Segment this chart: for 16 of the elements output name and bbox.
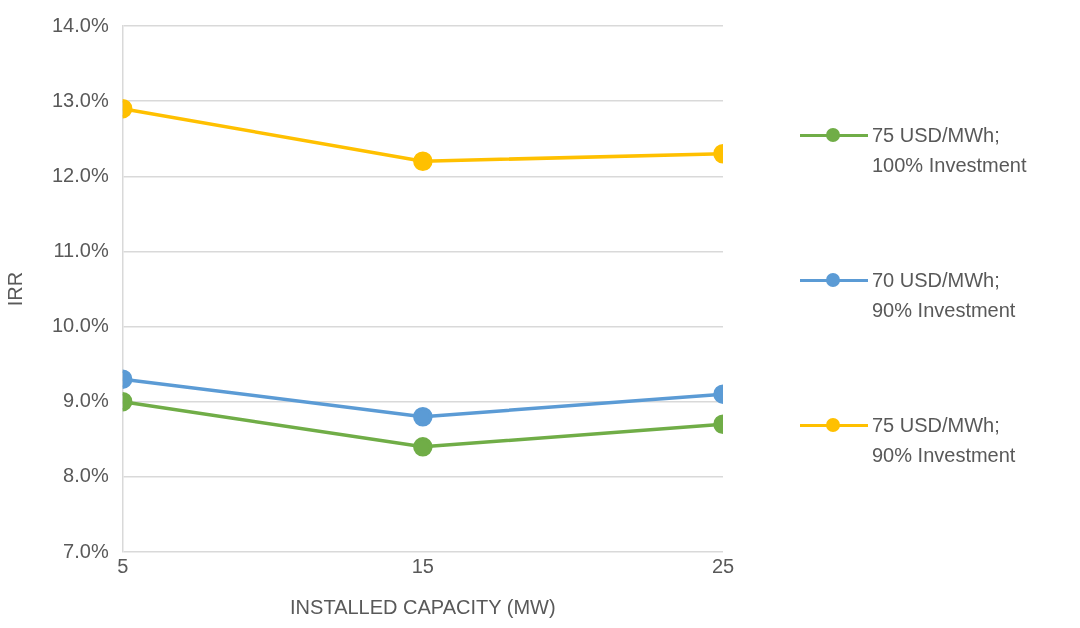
- y-tick-label: 14.0%: [51, 13, 109, 36]
- legend-label: 75 USD/MWh; 90% Investment: [872, 413, 1017, 468]
- x-axis-title: INSTALLED CAPACITY (MW): [290, 595, 556, 618]
- y-tick-label: 9.0%: [63, 389, 109, 412]
- y-tick-label: 12.0%: [51, 163, 109, 186]
- x-tick-label: 5: [117, 554, 129, 577]
- y-tick-label: 11.0%: [53, 238, 109, 261]
- x-tick-label: 15: [411, 554, 434, 577]
- y-tick-label: 8.0%: [63, 464, 109, 487]
- legend-label: 70 USD/MWh; 90% Investment: [872, 268, 1017, 323]
- y-tick-label: 7.0%: [63, 539, 109, 562]
- y-tick-label: 13.0%: [51, 88, 109, 111]
- y-tick-label: 10.0%: [51, 314, 109, 337]
- legend-label: 75 USD/MWh; 100% Investment: [872, 123, 1028, 178]
- y-axis-title: IRR: [3, 271, 26, 307]
- x-tick-label: 25: [711, 554, 735, 577]
